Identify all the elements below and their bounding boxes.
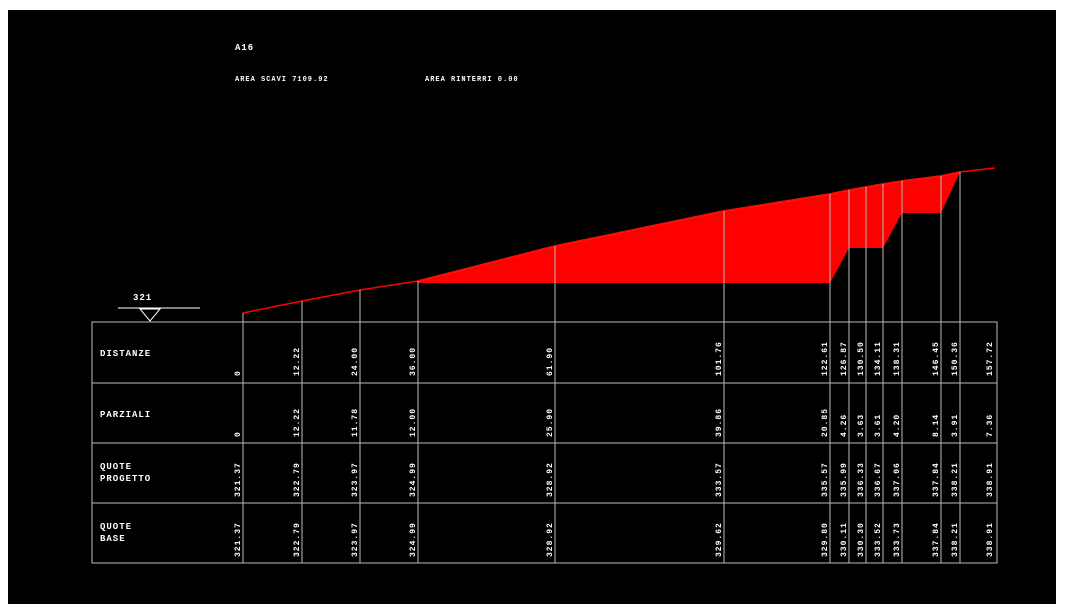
cell-value: 20.85: [821, 408, 830, 437]
cell-value: 4.20: [893, 414, 902, 437]
cell-value: 329.62: [715, 522, 724, 557]
cell-value: 39.86: [715, 408, 724, 437]
cell-value: 126.87: [840, 341, 849, 376]
cell-value: 321.37: [234, 462, 243, 497]
cell-value: 338.91: [986, 522, 995, 557]
cell-value: 337.06: [893, 462, 902, 497]
cell-value: 24.00: [351, 347, 360, 376]
cell-value: 321.37: [234, 522, 243, 557]
cell-value: 333.52: [874, 522, 883, 557]
cell-value: 323.97: [351, 522, 360, 557]
canvas: [8, 10, 1056, 604]
cell-value: 25.90: [546, 408, 555, 437]
row-label: BASE: [100, 534, 126, 544]
title: A16: [235, 43, 254, 53]
cell-value: 138.31: [893, 341, 902, 376]
cell-value: 323.97: [351, 462, 360, 497]
project-line: [242, 167, 996, 314]
cell-value: 12.00: [409, 408, 418, 437]
cell-value: 130.50: [857, 341, 866, 376]
cell-value: 3.61: [874, 414, 883, 437]
cell-value: 12.22: [293, 408, 302, 437]
cell-value: 36.00: [409, 347, 418, 376]
cell-value: 11.78: [351, 408, 360, 437]
cut-area: [418, 172, 960, 283]
cell-value: 150.36: [951, 341, 960, 376]
cell-value: 330.30: [857, 522, 866, 557]
cell-value: 101.76: [715, 341, 724, 376]
datum-symbol: [118, 307, 200, 322]
cell-value: 324.99: [409, 522, 418, 557]
cell-value: 338.21: [951, 522, 960, 557]
row-label: QUOTE: [100, 462, 132, 472]
cell-value: 4.26: [840, 414, 849, 437]
cell-value: 322.79: [293, 462, 302, 497]
cell-value: 335.57: [821, 462, 830, 497]
cell-value: 3.63: [857, 414, 866, 437]
cell-value: 134.11: [874, 341, 883, 376]
row-label: QUOTE: [100, 522, 132, 532]
datum-label: 321: [133, 293, 152, 303]
cell-value: 324.99: [409, 462, 418, 497]
cell-value: 337.84: [932, 462, 941, 497]
cell-value: 8.14: [932, 414, 941, 437]
area-rinterri: AREA RINTERRI 0.00: [425, 76, 519, 84]
cell-value: 328.92: [546, 462, 555, 497]
cell-value: 328.92: [546, 522, 555, 557]
row-label: PARZIALI: [100, 410, 151, 420]
row-label: PROGETTO: [100, 474, 151, 484]
cell-value: 146.45: [932, 341, 941, 376]
cell-value: 338.21: [951, 462, 960, 497]
cell-value: 12.22: [293, 347, 302, 376]
cell-value: 333.57: [715, 462, 724, 497]
cell-value: 329.80: [821, 522, 830, 557]
cell-value: 333.73: [893, 522, 902, 557]
cell-value: 336.33: [857, 462, 866, 497]
cell-value: 122.61: [821, 341, 830, 376]
cell-value: 336.67: [874, 462, 883, 497]
cell-value: 7.36: [986, 414, 995, 437]
cell-value: 157.72: [986, 341, 995, 376]
cell-value: 3.91: [951, 414, 960, 437]
cell-value: 337.84: [932, 522, 941, 557]
cell-value: 0: [234, 431, 243, 437]
cell-value: 61.90: [546, 347, 555, 376]
cell-value: 0: [234, 370, 243, 376]
cell-value: 338.91: [986, 462, 995, 497]
cell-value: 322.79: [293, 522, 302, 557]
area-scavi: AREA SCAVI 7109.92: [235, 76, 329, 84]
cell-value: 335.99: [840, 462, 849, 497]
cell-value: 330.11: [840, 522, 849, 557]
row-label: DISTANZE: [100, 349, 151, 359]
